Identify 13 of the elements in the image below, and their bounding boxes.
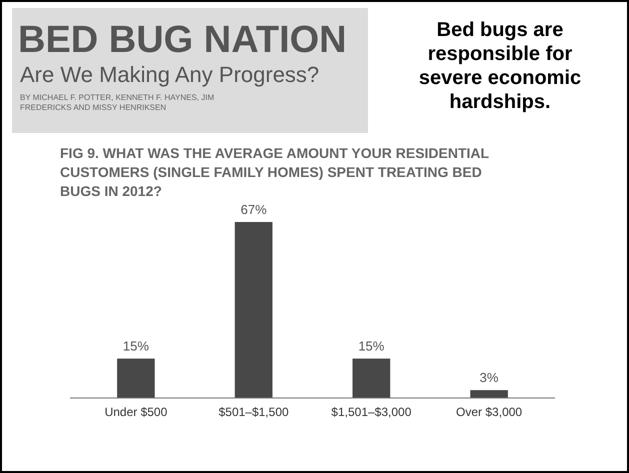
x-tick-label: Under $500: [104, 405, 168, 419]
data-label: 15%: [122, 338, 150, 354]
data-label: 3%: [480, 370, 499, 386]
x-tick-label: Over $3,000: [456, 405, 522, 419]
data-label: 67%: [240, 202, 268, 217]
text: Are We Making Any Progress?: [20, 62, 320, 87]
chart-subtitle: Bed bugs are responsible for severe economic hardships.: [418, 19, 582, 113]
x-tick-label: $1,501–$3,000: [331, 405, 412, 419]
x-tick-label: $501–$1,500: [218, 405, 289, 419]
data-label: 15%: [358, 338, 385, 354]
text: BY MICHAEL F. POTTER, KENNETH F. HAYNES, JIM FREDERICKS AND MISSY HENRIKSEN: [20, 93, 214, 112]
chart-title: FIG 9. WHAT WAS THE AVERAGE AMOUNT YOUR RESIDENTIAL CUSTOMERS (SINGLE FAMILY HOMES) SPENT TREATING BED BUGS IN 2012?: [60, 145, 490, 199]
text: BED BUG NATION: [18, 19, 347, 61]
